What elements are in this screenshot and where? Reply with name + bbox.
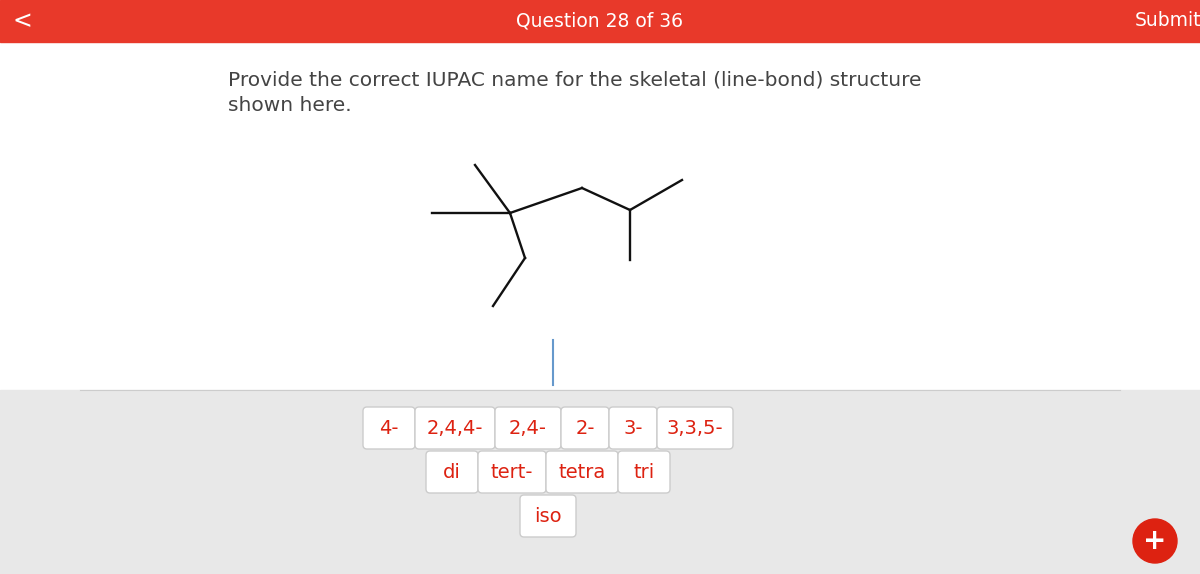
Text: Provide the correct IUPAC name for the skeletal (line-bond) structure: Provide the correct IUPAC name for the s… (228, 70, 922, 89)
Text: tri: tri (634, 463, 655, 482)
FancyBboxPatch shape (610, 407, 658, 449)
FancyBboxPatch shape (546, 451, 618, 493)
FancyBboxPatch shape (478, 451, 546, 493)
Text: 3,3,5-: 3,3,5- (667, 418, 724, 437)
Text: 3-: 3- (623, 418, 643, 437)
Text: Question 28 of 36: Question 28 of 36 (516, 11, 684, 30)
Text: shown here.: shown here. (228, 96, 352, 115)
Text: 2-: 2- (575, 418, 595, 437)
Circle shape (1133, 519, 1177, 563)
FancyBboxPatch shape (496, 407, 562, 449)
Text: tert-: tert- (491, 463, 533, 482)
Text: 2,4,4-: 2,4,4- (427, 418, 484, 437)
FancyBboxPatch shape (364, 407, 415, 449)
Text: Submit: Submit (1135, 11, 1200, 30)
FancyBboxPatch shape (426, 451, 478, 493)
Text: +: + (1144, 527, 1166, 555)
Text: tetra: tetra (558, 463, 606, 482)
Text: 2,4-: 2,4- (509, 418, 547, 437)
Bar (0, 390, 1200, 574)
Bar (0, 0, 1200, 42)
FancyBboxPatch shape (520, 495, 576, 537)
Text: iso: iso (534, 506, 562, 526)
Text: 4-: 4- (379, 418, 398, 437)
Text: <: < (12, 9, 32, 33)
FancyBboxPatch shape (658, 407, 733, 449)
FancyBboxPatch shape (562, 407, 610, 449)
FancyBboxPatch shape (618, 451, 670, 493)
Text: di: di (443, 463, 461, 482)
FancyBboxPatch shape (415, 407, 496, 449)
